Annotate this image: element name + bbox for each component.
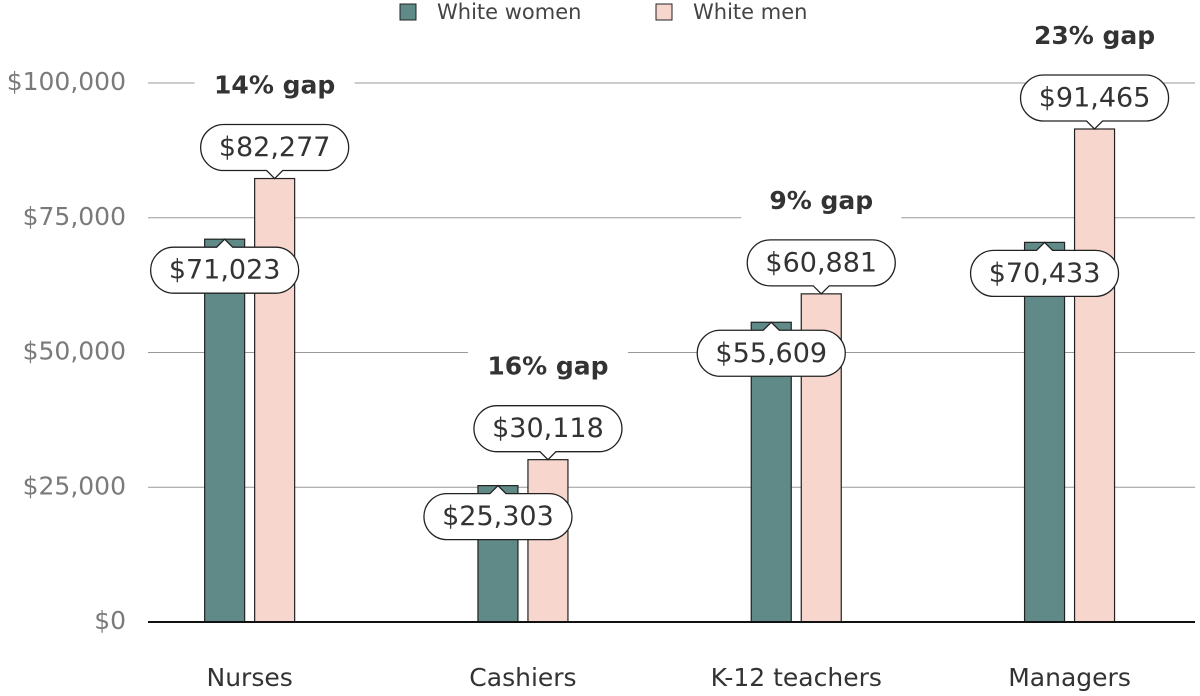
value-label: $82,277 [219,132,331,163]
x-tick-label: Nurses [207,663,293,692]
legend-swatch [399,3,417,21]
gap-annotation: 23% gap [1034,21,1155,50]
legend-label: White women [437,0,581,24]
bar [1023,241,1066,623]
y-tick-label: $25,000 [23,471,126,500]
callout-bubble [423,484,573,541]
value-label: $25,303 [442,501,554,532]
legend-swatch [655,3,673,21]
bar [204,238,246,623]
callout-bubble [696,321,846,377]
bar [1073,128,1116,623]
bar [527,459,569,623]
gap-annotation: 9% gap [769,186,873,215]
value-label: $30,118 [492,413,604,444]
callout-bubble [473,405,623,461]
callout-bubble [969,241,1120,298]
legend-label: White men [693,0,807,24]
x-tick-label: Cashiers [469,663,576,692]
annotation-bg [194,69,355,104]
gap-annotation: 16% gap [487,352,608,381]
y-tick-label: $0 [94,606,126,635]
gap-annotation: 14% gap [214,71,335,100]
value-label: $70,433 [989,258,1101,289]
callout-bubble [746,239,896,295]
x-tick-label: Managers [1008,663,1131,692]
callout-bubble [150,238,300,294]
y-tick-label: $100,000 [7,67,126,96]
callout-bubble [1019,74,1170,130]
annotation-bg [1014,20,1175,55]
annotation-bg [467,350,628,385]
x-tick-label: K-12 teachers [711,663,882,692]
value-label: $71,023 [169,255,281,286]
y-tick-label: $75,000 [23,202,126,231]
annotation-bg [741,184,902,219]
bar [254,177,296,623]
value-label: $60,881 [765,247,877,278]
value-label: $91,465 [1039,83,1151,114]
y-tick-label: $50,000 [23,337,126,366]
callout-bubble [200,123,350,180]
value-label: $55,609 [715,338,827,369]
